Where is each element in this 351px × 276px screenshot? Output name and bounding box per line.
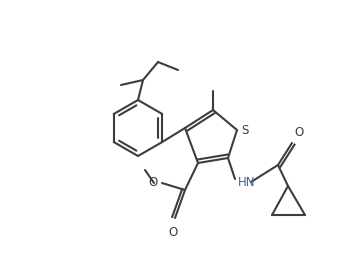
Text: HN: HN bbox=[238, 176, 256, 189]
Text: O: O bbox=[149, 176, 158, 190]
Text: S: S bbox=[241, 124, 249, 137]
Text: O: O bbox=[168, 226, 178, 239]
Text: O: O bbox=[294, 126, 303, 139]
